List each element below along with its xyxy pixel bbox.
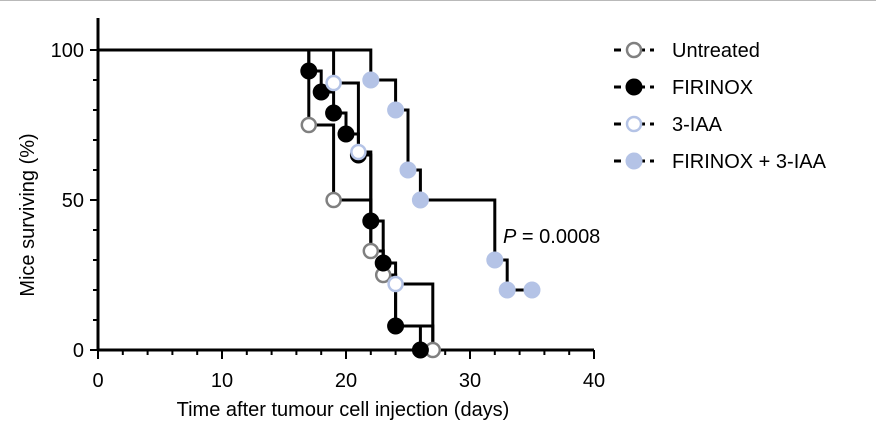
data-point bbox=[411, 191, 429, 209]
legend-marker bbox=[625, 152, 643, 170]
legend-label: 3-IAA bbox=[672, 114, 723, 136]
legend-label: FIRINOX bbox=[672, 77, 753, 99]
data-markers bbox=[300, 62, 541, 359]
data-point bbox=[300, 62, 318, 80]
data-point bbox=[374, 254, 392, 272]
p-value-annotation: P = 0.0008 bbox=[503, 226, 600, 248]
data-point bbox=[337, 125, 355, 143]
y-tick-label: 0 bbox=[73, 340, 84, 362]
data-point bbox=[387, 101, 405, 119]
p-value-symbol: P bbox=[503, 226, 517, 248]
x-tick-label: 10 bbox=[211, 370, 233, 392]
curve-firinox-3-iaa bbox=[98, 48, 532, 292]
data-point bbox=[362, 71, 380, 89]
top-border-line bbox=[0, 0, 876, 1]
data-point bbox=[387, 317, 405, 335]
legend-item: FIRINOX + 3-IAA bbox=[614, 151, 827, 173]
legend-label: FIRINOX + 3-IAA bbox=[672, 151, 827, 173]
data-point bbox=[350, 143, 367, 161]
y-tick-label: 50 bbox=[62, 190, 84, 212]
data-point bbox=[325, 74, 342, 92]
curve-untreated bbox=[98, 48, 435, 350]
legend-item: Untreated bbox=[614, 40, 760, 62]
data-point bbox=[362, 242, 380, 260]
data-point bbox=[523, 281, 541, 299]
data-point bbox=[498, 281, 516, 299]
legend: Untreated FIRINOX 3-IAA FIRINOX + 3-IAA bbox=[614, 40, 827, 173]
data-point bbox=[300, 116, 318, 134]
data-point bbox=[387, 275, 404, 293]
axes: 0 50 100 0 10 20 30 40 bbox=[51, 18, 605, 392]
legend-item: 3-IAA bbox=[614, 114, 723, 136]
data-point bbox=[325, 191, 342, 209]
curve-3-iaa bbox=[98, 48, 435, 350]
x-tick-label: 30 bbox=[459, 370, 481, 392]
data-point bbox=[399, 161, 417, 179]
x-tick-label: 40 bbox=[583, 370, 605, 392]
data-point bbox=[362, 212, 380, 230]
x-axis-title: Time after tumour cell injection (days) bbox=[177, 399, 510, 421]
data-point bbox=[486, 251, 504, 269]
x-tick-label: 20 bbox=[335, 370, 357, 392]
y-axis-title: Mice surviving (%) bbox=[17, 133, 39, 296]
legend-marker bbox=[625, 41, 643, 59]
legend-marker bbox=[625, 115, 643, 133]
data-point bbox=[325, 104, 343, 122]
data-point bbox=[312, 83, 330, 101]
legend-marker bbox=[625, 78, 643, 96]
x-tick-label: 0 bbox=[92, 370, 103, 392]
legend-item: FIRINOX bbox=[614, 77, 753, 99]
y-tick-label: 100 bbox=[51, 40, 84, 62]
legend-label: Untreated bbox=[672, 40, 760, 62]
data-point bbox=[411, 341, 429, 359]
p-value-number: = 0.0008 bbox=[516, 226, 600, 248]
